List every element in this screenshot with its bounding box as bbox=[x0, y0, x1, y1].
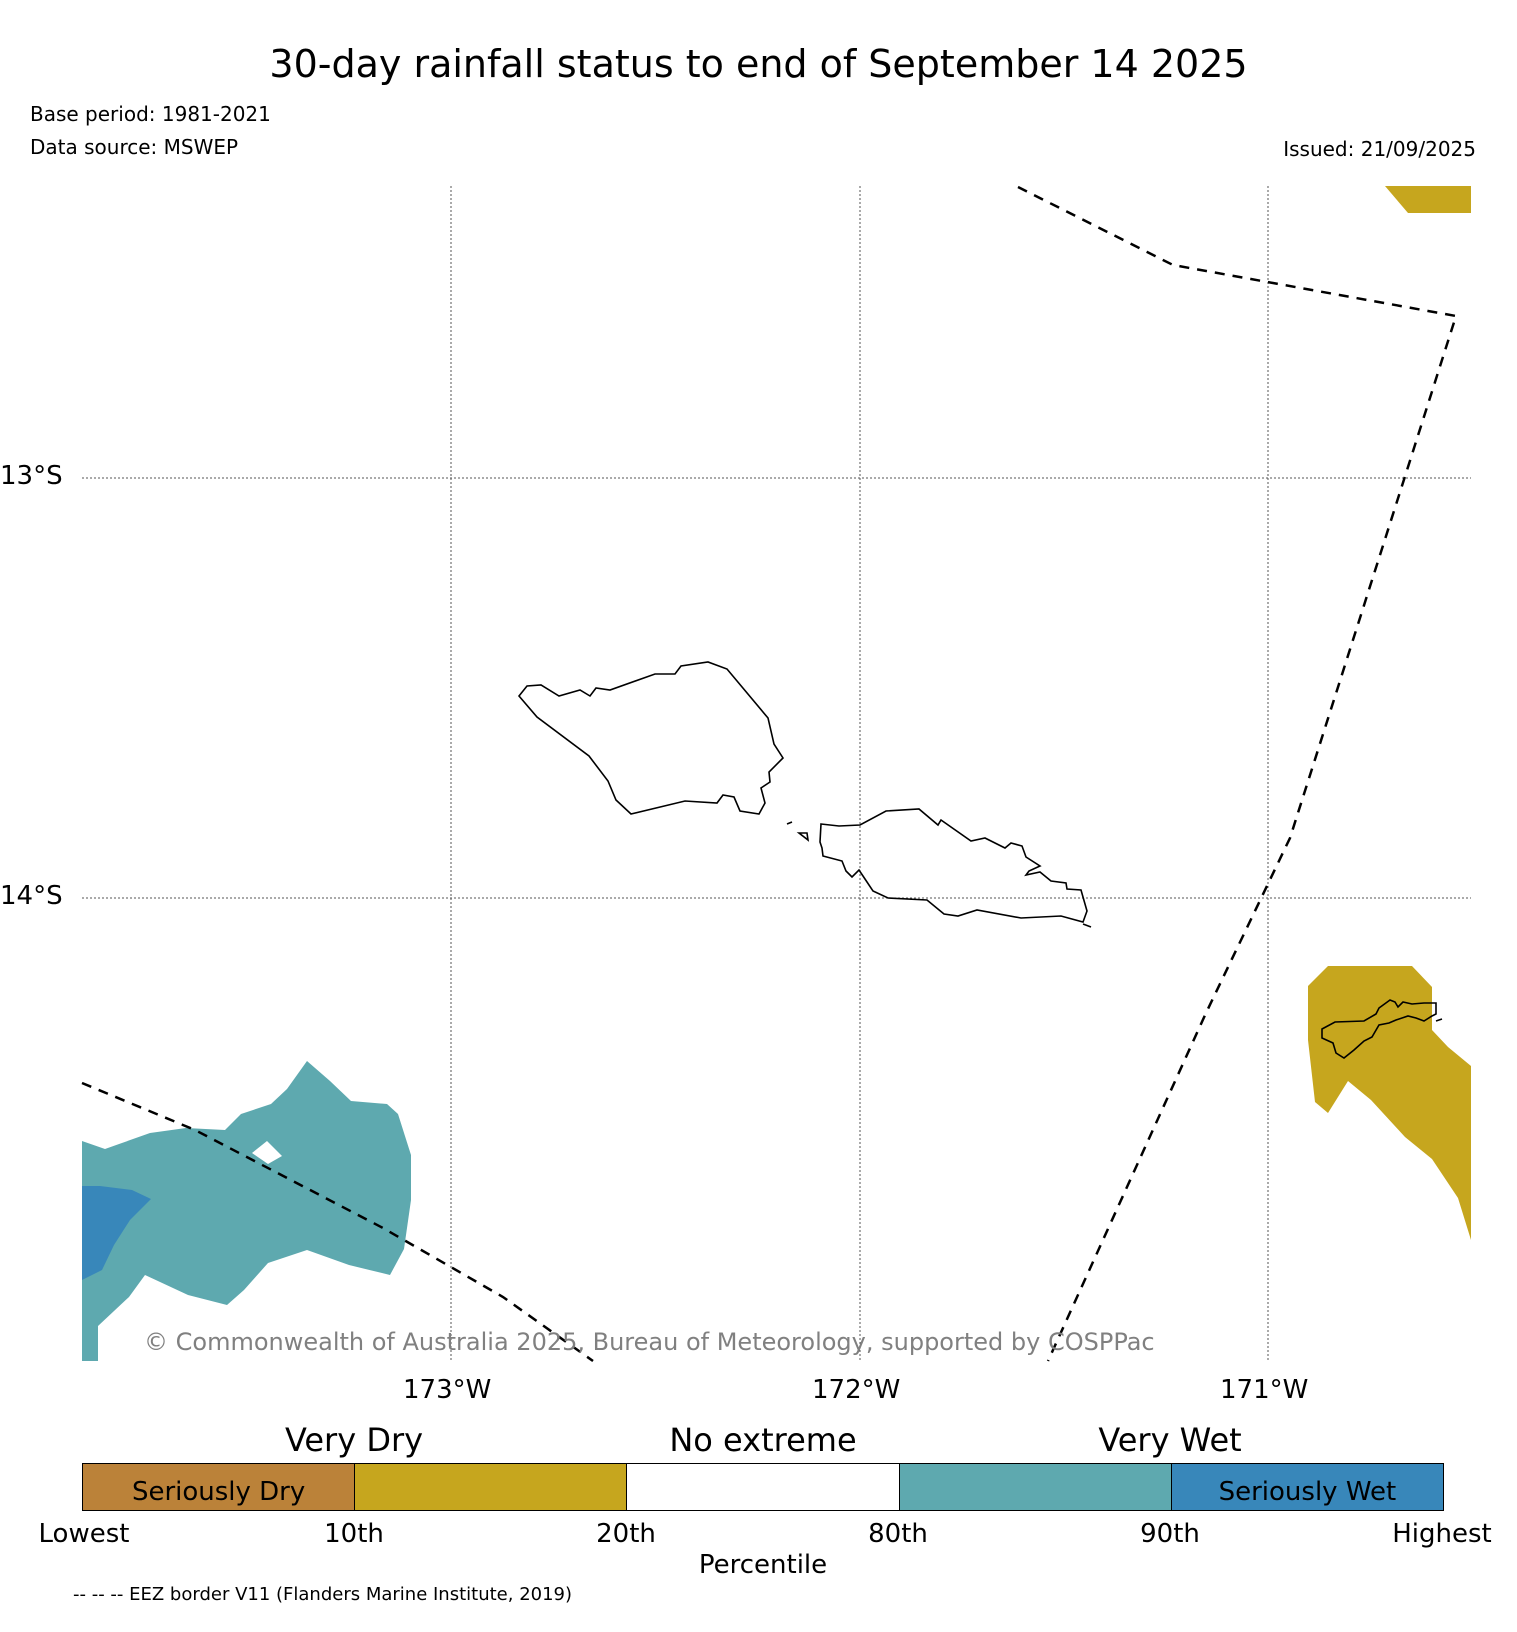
eez-border-north bbox=[1017, 185, 1458, 1362]
apolima-island-outline bbox=[786, 821, 793, 825]
no-extreme-hole bbox=[252, 1141, 282, 1164]
legend-seriously-wet: Seriously Wet bbox=[1171, 1464, 1444, 1510]
percentile-20th: 20th bbox=[596, 1519, 656, 1549]
copyright-notice: © Commonwealth of Australia 2025, Bureau… bbox=[144, 1328, 1155, 1356]
percentile-80th: 80th bbox=[868, 1519, 928, 1549]
eez-borders bbox=[81, 185, 1458, 1363]
very-wet-region-southwest bbox=[82, 1061, 411, 1361]
lon-label-173w: 173°W bbox=[403, 1375, 492, 1405]
percentile-highest: Highest bbox=[1392, 1519, 1492, 1549]
issued-date: Issued: 21/09/2025 bbox=[1283, 137, 1476, 161]
lon-label-172w: 172°W bbox=[812, 1375, 901, 1405]
legend-colorbar: Seriously Dry Seriously Wet bbox=[82, 1463, 1444, 1511]
manono-island-outline bbox=[796, 832, 810, 842]
seriously-wet-region bbox=[82, 1186, 151, 1280]
base-period: Base period: 1981-2021 bbox=[30, 102, 271, 126]
legend-group-no-extreme: No extreme bbox=[669, 1421, 857, 1459]
rainfall-map bbox=[81, 185, 1471, 1363]
gridlines bbox=[82, 186, 1471, 1361]
legend-no-extreme bbox=[627, 1464, 900, 1510]
lat-label-13s: 13°S bbox=[0, 461, 63, 491]
percentile-10th: 10th bbox=[324, 1519, 384, 1549]
coastlines bbox=[517, 661, 1443, 1059]
very-dry-region-north bbox=[1385, 186, 1471, 213]
legend-very-dry bbox=[355, 1464, 628, 1510]
legend-seriously-dry: Seriously Dry bbox=[83, 1464, 356, 1510]
legend-group-very-wet: Very Wet bbox=[1098, 1421, 1242, 1459]
very-dry-region-east bbox=[1308, 966, 1471, 1240]
legend-very-wet bbox=[899, 1464, 1172, 1510]
tutuila-island-outline bbox=[1321, 999, 1437, 1059]
lon-label-171w: 171°W bbox=[1220, 1375, 1309, 1405]
tutuila-east-outline bbox=[1435, 1018, 1443, 1022]
eez-footnote: -- -- -- EEZ border V11 (Flanders Marine… bbox=[73, 1584, 573, 1605]
data-source: Data source: MSWEP bbox=[30, 135, 239, 159]
percentile-90th: 90th bbox=[1140, 1519, 1200, 1549]
upolu-island-outline bbox=[819, 808, 1088, 923]
page-title: 30-day rainfall status to end of Septemb… bbox=[269, 42, 1248, 86]
percentile-lowest: Lowest bbox=[38, 1519, 130, 1549]
upolu-east-tip-outline bbox=[1082, 923, 1092, 928]
savaii-island-outline bbox=[517, 661, 785, 815]
legend-group-very-dry: Very Dry bbox=[284, 1421, 424, 1459]
lat-label-14s: 14°S bbox=[0, 881, 63, 911]
percentile-axis-title: Percentile bbox=[698, 1550, 828, 1580]
eez-border-southwest bbox=[81, 1081, 594, 1363]
